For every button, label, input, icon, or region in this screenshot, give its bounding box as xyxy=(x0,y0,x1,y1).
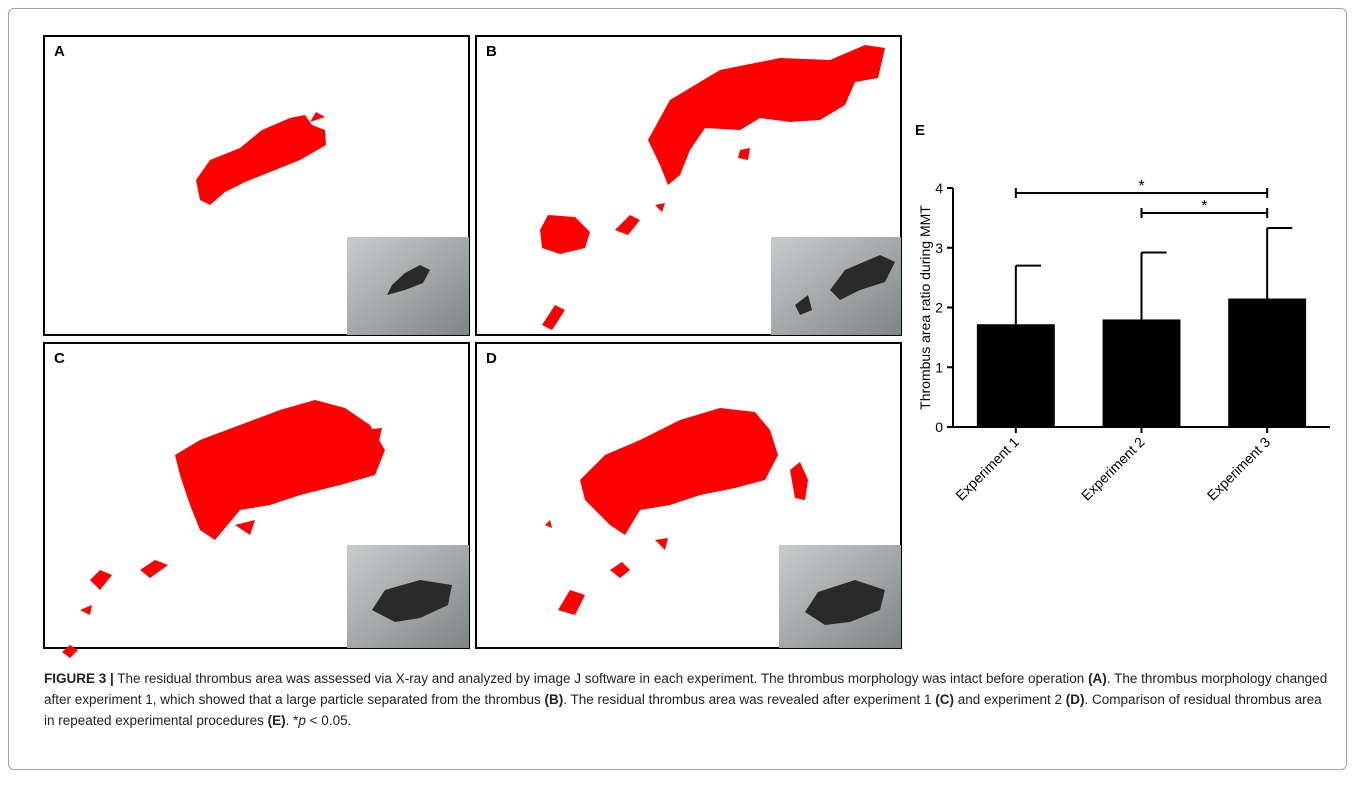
panel-c: C xyxy=(43,342,470,658)
figure-frame xyxy=(8,8,1347,770)
caption-text: < 0.05. xyxy=(305,713,352,728)
caption-text: p xyxy=(298,713,306,728)
panel-label: E xyxy=(915,122,925,139)
caption-text: and experiment 2 xyxy=(953,692,1066,707)
caption-text: . Comparison of residual thrombus area i… xyxy=(44,692,1322,728)
caption-text: (E) xyxy=(267,713,286,728)
y-tick-label: 0 xyxy=(935,419,943,435)
caption-text: FIGURE 3 | xyxy=(44,671,114,686)
y-tick-label: 3 xyxy=(935,240,943,256)
panel-label: D xyxy=(486,350,497,367)
y-axis-label: Thrombus area ratio during MMT xyxy=(917,205,933,410)
caption-text: . The residual thrombus area was reveale… xyxy=(563,692,936,707)
x-tick-label: Experiment 2 xyxy=(1078,434,1148,504)
bar xyxy=(1102,319,1181,427)
caption-text: The residual thrombus area was assessed … xyxy=(113,671,1089,686)
panel-label: B xyxy=(486,43,497,60)
caption-text: (C) xyxy=(935,692,954,707)
caption-text: (B) xyxy=(544,692,564,707)
y-tick-label: 1 xyxy=(935,359,943,375)
panel-label: C xyxy=(54,350,65,367)
caption: FIGURE 3 | The residual thrombus area wa… xyxy=(44,668,1334,731)
caption-text: . The thrombus morphology changed after … xyxy=(44,671,1328,707)
panel-b: B xyxy=(475,35,902,336)
x-tick-label: Experiment 3 xyxy=(1204,434,1274,504)
caption-text: (D) xyxy=(1065,692,1085,707)
caption-text: (A) xyxy=(1088,671,1107,686)
caption-text: . * xyxy=(285,713,299,728)
x-tick-label: Experiment 1 xyxy=(952,434,1022,504)
y-tick-label: 2 xyxy=(935,300,943,316)
panel-d: D xyxy=(475,342,902,649)
bar xyxy=(976,324,1055,427)
panel-label: A xyxy=(54,43,65,60)
y-tick-label: 4 xyxy=(935,180,943,196)
panel-a: A xyxy=(43,35,470,336)
bar xyxy=(1228,298,1307,427)
significance-label: * xyxy=(1201,198,1207,215)
significance-label: * xyxy=(1138,178,1144,195)
